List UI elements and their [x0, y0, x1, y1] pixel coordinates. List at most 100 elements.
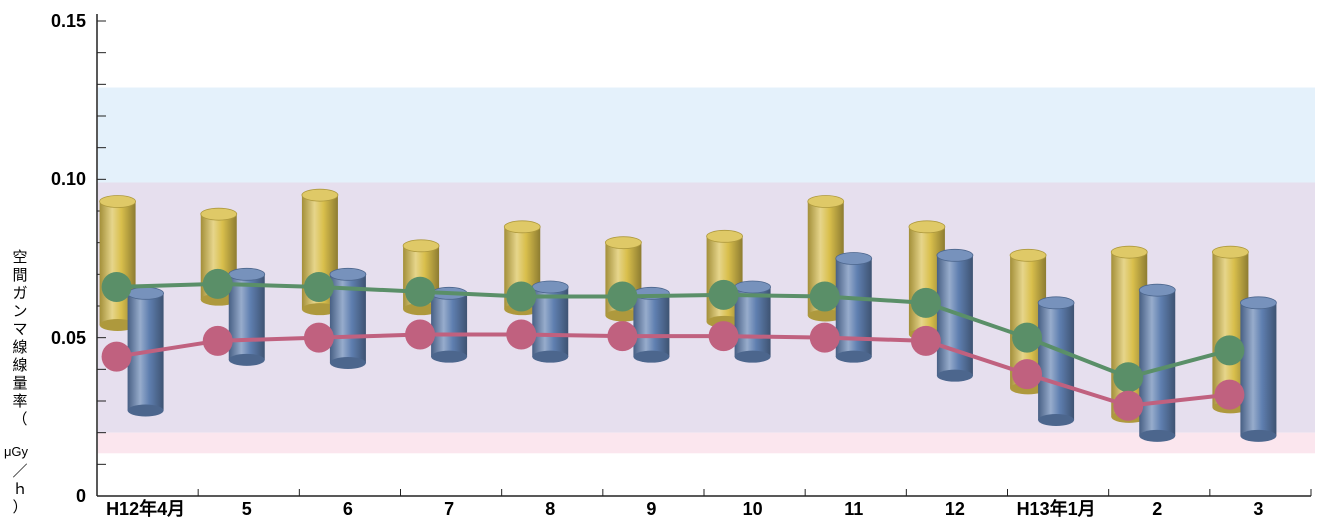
series-point: [1113, 390, 1144, 421]
y-tick-label: 0: [76, 486, 86, 506]
series-point: [405, 319, 436, 350]
cylinder-top: [1009, 248, 1047, 262]
series-point: [202, 268, 233, 299]
cylinder-bottom: [605, 309, 642, 322]
cylinder-bottom: [228, 353, 265, 366]
cylinder-top: [301, 188, 339, 202]
cylinder-bottom: [200, 293, 237, 306]
cylinder-bottom: [532, 350, 569, 363]
y-axis-label-char: 線: [12, 338, 27, 356]
cylinder-top: [329, 267, 367, 281]
series-point: [202, 325, 233, 356]
cylinder-bottom: [835, 350, 872, 363]
cylinder-body: [228, 274, 265, 360]
y-axis-label-char: ｈ: [12, 480, 27, 498]
cylinder-top: [1240, 296, 1277, 310]
cylinder-bottom: [431, 350, 468, 363]
y-axis-label-char: ン: [12, 302, 27, 320]
x-tick-label: 12: [945, 499, 965, 519]
series-point: [1214, 335, 1245, 366]
cylinder-top: [402, 239, 440, 253]
series-point: [303, 272, 334, 302]
cylinder-top: [807, 195, 845, 208]
series-point: [910, 325, 941, 356]
series-point: [101, 341, 132, 372]
x-tick-label: H12年4月: [106, 498, 185, 519]
x-tick-label: 9: [646, 499, 656, 519]
series-point: [506, 319, 537, 350]
cylinder-top: [1212, 245, 1249, 259]
series-line: [116, 332, 1230, 408]
series-point: [910, 287, 941, 318]
cylinder-top: [936, 248, 974, 262]
series-point: [303, 322, 334, 353]
series-point: [506, 281, 537, 312]
cylinder-top: [127, 286, 164, 300]
y-axis-label-char: （: [12, 410, 27, 428]
cylinder-body: [1038, 302, 1075, 420]
series-point: [607, 321, 638, 352]
cylinder-bottom: [1139, 429, 1176, 442]
cylinder-top: [605, 236, 642, 250]
cylinder-body: [431, 293, 468, 357]
cylinder-top: [228, 267, 266, 281]
cylinder-bottom: [936, 369, 973, 382]
cylinder-body: [835, 258, 872, 357]
y-axis-label-char: 線: [12, 356, 27, 374]
cylinder-bottom: [329, 357, 366, 369]
cylinder-body: [1139, 290, 1176, 436]
reference-band: [98, 87, 1315, 183]
x-tick-label: H13年1月: [1017, 498, 1096, 519]
cylinder-top: [531, 280, 569, 294]
x-tick-labels: H12年4月 5 6 7 8 9 10 11 12 H13年1月 2 3: [106, 498, 1263, 519]
cylinder-top: [1037, 296, 1075, 310]
x-tick-label: 10: [743, 499, 763, 519]
series-point: [1113, 362, 1144, 393]
cylinder-top: [835, 252, 873, 265]
series-point: [101, 272, 132, 302]
x-tick-label: 2: [1152, 499, 1162, 519]
series-point: [607, 281, 638, 312]
series-lines: [101, 268, 1245, 421]
cylinder-top: [503, 220, 541, 234]
y-tick-label: 0.05: [51, 328, 86, 348]
series-point: [809, 322, 840, 353]
cylinder-top: [1110, 245, 1148, 259]
x-tick-label: 11: [844, 499, 863, 519]
cylinder-body: [734, 287, 771, 357]
cylinder-bottom: [403, 303, 440, 316]
cylinder-bottom: [633, 350, 670, 363]
cylinder-body: [532, 287, 569, 357]
cylinder-body: [1240, 302, 1277, 436]
y-axis-label-char: 空: [12, 248, 27, 266]
cylinder-bottom: [301, 303, 338, 316]
range-cylinders: [99, 188, 1277, 442]
cylinder-top: [908, 220, 946, 234]
y-tick-label: 0.15: [51, 11, 86, 31]
y-axis-label-char: 量: [12, 374, 27, 392]
x-tick-label: 6: [343, 499, 353, 519]
series-point: [708, 321, 739, 352]
series-point: [1012, 322, 1043, 353]
cylinder-bottom: [1038, 414, 1075, 426]
y-axis-label-char: 間: [12, 266, 27, 284]
series-point: [405, 276, 436, 307]
x-ticks: [197, 489, 1312, 496]
cylinder-body: [633, 293, 670, 357]
y-axis-label-char: マ: [12, 320, 27, 338]
cylinder-bottom: [99, 319, 136, 331]
series-line: [116, 281, 1230, 380]
cylinder-bottom: [127, 404, 164, 417]
reference-band: [98, 432, 1315, 454]
series-point: [1214, 379, 1245, 410]
cylinder-bottom: [1240, 429, 1277, 442]
y-axis-label-char: ）: [12, 498, 27, 516]
y-axis-label-char: 率: [12, 392, 27, 410]
cylinder-top: [99, 195, 136, 208]
cylinder-bottom: [807, 309, 844, 322]
cylinder-top: [200, 207, 238, 221]
x-tick-label: 3: [1253, 499, 1263, 519]
x-tick-label: 8: [545, 499, 555, 519]
